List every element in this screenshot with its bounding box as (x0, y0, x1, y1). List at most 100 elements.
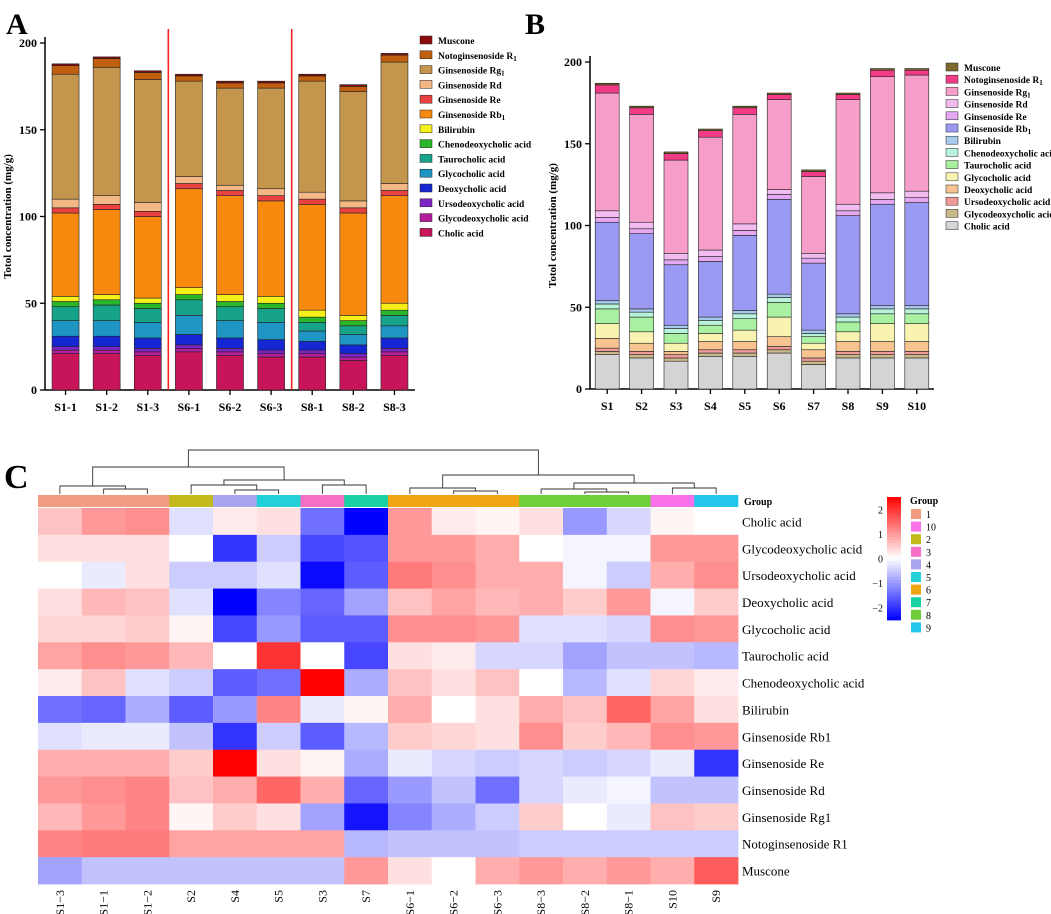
heat-cell-notoginsenoside-r1-s5 (256, 830, 301, 858)
dendrogram-branch-s1-1-s1-2 (103, 488, 148, 494)
bar-s1-glycocholic-acid (594, 323, 620, 339)
heat-cell-deoxycholic-acid-s6-2 (431, 588, 476, 616)
x-tick-label-s8: S8 (842, 399, 855, 413)
heat-cell-deoxycholic-acid-s8-3 (519, 588, 564, 616)
x-tick-label-s9: S9 (876, 399, 889, 413)
heat-cell-ginsenoside-rb1-s1-1 (81, 722, 126, 751)
heat-cell-ginsenoside-rg1-s6-2 (431, 803, 476, 831)
heat-cell-ginsenoside-re-s3 (300, 749, 345, 777)
heat-cell-ursodeoxycholic-acid-s1-2 (125, 561, 170, 589)
bar-s8-chenodeoxycholic-acid (835, 316, 861, 323)
group-legend-swatch-6 (911, 584, 921, 595)
chart-b: 0 50 100 150 200 Totol concentration (mg/g) S1… (547, 55, 1051, 413)
bar-s9-ginsenoside-rb1 (870, 203, 895, 306)
bar-s6-cholic-acid (766, 352, 792, 390)
heat-cell-deoxycholic-acid-s4 (213, 588, 258, 616)
bar-s1-taurocholic-acid (594, 308, 620, 324)
group-legend-swatch-8 (911, 609, 921, 620)
legend-swatch-ginsenoside-rb1 (945, 123, 959, 133)
bar-s8-1-chenodeoxycholic-acid (298, 316, 327, 323)
bar-s10-glycodeoxycholic-acid (904, 354, 930, 359)
bar-s6-1-ginsenoside-rg1 (175, 80, 203, 177)
bar-s6-3-glycodeoxycholic-acid (257, 353, 285, 358)
heat-cell-taurocholic-acid-s6-1 (388, 642, 433, 670)
heat-col-label-s1-1: S1−1 (97, 890, 111, 914)
dendrogram-branch-s8-2-s8-1 (584, 491, 630, 494)
legend-swatch-deoxycholic-acid (419, 183, 433, 193)
bar-s5-taurocholic-acid (732, 318, 758, 331)
color-scale-segment-30 (887, 589, 901, 593)
heat-cell-bilirubin-s6-2 (431, 696, 476, 724)
heat-row-label-muscone: Muscone (742, 864, 790, 879)
heat-cell-bilirubin-s1-1 (81, 696, 126, 724)
bar-s1-3-ursodeoxycholic-acid (133, 348, 162, 353)
panel-label-b: B (525, 8, 545, 41)
bar-s6-glycocholic-acid (766, 316, 792, 337)
y-tick-label-0: 0 (576, 382, 582, 396)
heat-row-label-bilirubin: Bilirubin (742, 702, 789, 717)
heat-cell-ursodeoxycholic-acid-s4 (213, 561, 258, 589)
legend-swatch-ursodeoxycholic-acid (945, 196, 959, 206)
bar-s1-1-ginsenoside-rd (51, 198, 80, 209)
bar-s6-1-taurocholic-acid (175, 299, 203, 316)
bar-s2-ursodeoxycholic-acid (629, 351, 654, 355)
bar-s5-notoginsenoside-r1 (732, 107, 758, 115)
heat-cell-glycodeoxycholic-acid-s2 (169, 534, 214, 563)
bar-s8-3-ursodeoxycholic-acid (380, 348, 409, 353)
heat-cell-glycocholic-acid-s8-2 (563, 615, 608, 643)
bar-s1-1-chenodeoxycholic-acid (51, 301, 80, 308)
legend-swatch-muscone (419, 35, 433, 45)
heat-cell-glycodeoxycholic-acid-s7 (344, 534, 389, 563)
bar-s1-3-taurocholic-acid (133, 308, 162, 323)
bar-s6-1-cholic-acid (175, 351, 203, 391)
color-scale-segment-6 (887, 515, 901, 519)
bar-s4-ursodeoxycholic-acid (698, 349, 723, 354)
heat-cell-deoxycholic-acid-s9 (694, 588, 739, 616)
heat-cell-bilirubin-s8-1 (606, 696, 651, 724)
y-axis-title: Totol concentration (mg/g) (2, 154, 14, 279)
heat-cell-bilirubin-s9 (694, 696, 739, 724)
heat-cell-notoginsenoside-r1-s9 (694, 830, 739, 858)
bar-s8-ginsenoside-re (835, 210, 861, 216)
heat-cell-bilirubin-s4 (213, 696, 258, 724)
bar-s6-3-bilirubin (257, 296, 285, 304)
heat-cell-cholic-acid-s4 (213, 508, 258, 536)
heat-cell-glycodeoxycholic-acid-s6-1 (388, 534, 433, 563)
group-bar-s7 (344, 495, 389, 507)
heat-cell-notoginsenoside-r1-s8-3 (519, 830, 564, 858)
heat-cell-deoxycholic-acid-s6-3 (475, 588, 520, 616)
bar-s8-notoginsenoside-r1 (835, 94, 861, 100)
heat-cell-glycodeoxycholic-acid-s1-3 (38, 534, 83, 563)
bar-s1-2-ginsenoside-rg1 (92, 66, 121, 196)
heat-cell-cholic-acid-s9 (694, 508, 739, 536)
bar-s8-taurocholic-acid (835, 321, 861, 333)
bar-s1-2-bilirubin (92, 294, 121, 301)
color-scale-segment-5 (887, 512, 901, 516)
group-bar-s3 (300, 495, 345, 507)
bar-s1-2-chenodeoxycholic-acid (92, 299, 121, 306)
bar-s10-taurocholic-acid (904, 313, 930, 324)
legend-label-muscone: Muscone (964, 64, 1000, 74)
group-bar-s8-3 (519, 495, 564, 507)
bar-s6-2-bilirubin (216, 294, 244, 302)
bar-s4-chenodeoxycholic-acid (698, 320, 723, 326)
bar-s2-taurocholic-acid (629, 316, 654, 333)
bar-s6-3-chenodeoxycholic-acid (257, 302, 285, 309)
heat-cell-taurocholic-acid-s9 (694, 642, 739, 670)
bar-s1-3-ginsenoside-re (133, 210, 162, 217)
bar-s4-ginsenoside-rd (698, 249, 723, 257)
heat-cell-muscone-s6-3 (475, 857, 520, 885)
color-scale-segment-14 (887, 540, 901, 544)
bar-s4-ginsenoside-re (698, 256, 723, 262)
group-legend-swatch-1 (911, 509, 921, 519)
legend-swatch-taurocholic-acid (419, 154, 433, 163)
heat-cell-glycocholic-acid-s6-2 (431, 615, 476, 643)
bar-s1-2-glycocholic-acid (92, 320, 121, 337)
heat-cell-glycocholic-acid-s8-1 (606, 615, 651, 643)
heat-cell-chenodeoxycholic-acid-s6-1 (388, 669, 433, 697)
heat-cell-taurocholic-acid-s4 (213, 642, 258, 670)
dendrogram-branch-s8 (540, 488, 608, 494)
color-scale-segment-19 (887, 555, 901, 559)
heat-cell-glycodeoxycholic-acid-s8-1 (606, 534, 651, 563)
heat-cell-ursodeoxycholic-acid-s6-1 (388, 561, 433, 589)
